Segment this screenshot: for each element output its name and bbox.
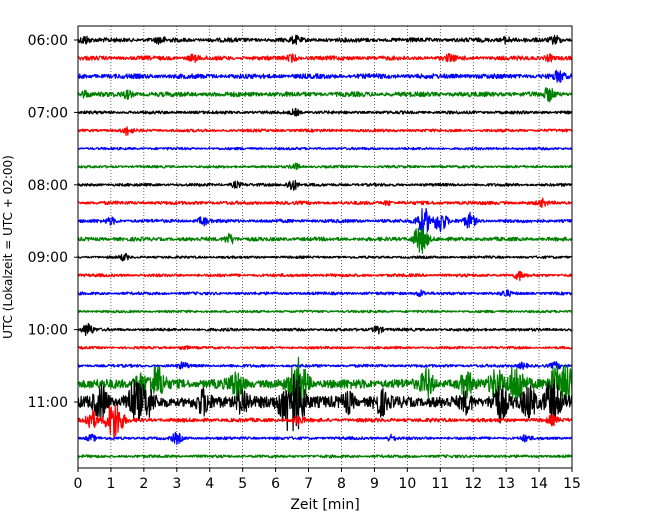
trace-1130: [77, 431, 573, 445]
x-tick-label: 9: [370, 476, 379, 492]
y-tick-label: 11:00: [28, 395, 68, 411]
y-tick-label: 08:00: [28, 178, 68, 194]
trace-0900: [77, 253, 573, 262]
y-tick-label: 09:00: [28, 250, 68, 266]
trace-0815: [77, 197, 573, 208]
trace-0700: [77, 107, 573, 117]
trace-1100: [77, 373, 573, 432]
x-tick-label: 8: [337, 476, 346, 492]
plot-frame: [77, 25, 573, 469]
x-tick-label: 7: [304, 476, 313, 492]
x-tick-label: 1: [106, 476, 115, 492]
x-tick-label: 11: [431, 476, 449, 492]
x-tick-label: 6: [271, 476, 280, 492]
x-tick-label: 5: [238, 476, 247, 492]
y-tick-label: 10:00: [28, 323, 68, 339]
x-axis-label: Zeit [min]: [290, 497, 359, 513]
trace-0800: [77, 179, 573, 191]
x-tick-label: 3: [172, 476, 181, 492]
trace-1015: [77, 345, 573, 351]
y-tick-label: 07:00: [28, 105, 68, 121]
trace-0930: [77, 289, 573, 298]
trace-1145: [77, 454, 573, 459]
trace-1115: [77, 404, 573, 441]
trace-1030: [77, 360, 573, 370]
trace-0730: [77, 146, 573, 151]
trace-0915: [77, 270, 573, 282]
trace-0830: [77, 207, 573, 236]
trace-lines: [77, 34, 573, 459]
trace-1045: [77, 356, 573, 410]
trace-0945: [77, 309, 573, 314]
y-axis-ticks: 06:00 07:00 08:00 09:00 10:00 11:00: [28, 33, 78, 411]
trace-0630: [77, 69, 573, 83]
x-tick-label: 2: [139, 476, 148, 492]
x-axis-ticks: 0 1 2 3 4 5 6 7 8 9 10 11 12 13 14 15: [74, 468, 581, 492]
trace-0600: [77, 34, 573, 46]
x-tick-label: 14: [530, 476, 548, 492]
x-tick-label: 10: [398, 476, 416, 492]
trace-0845: [77, 227, 573, 254]
trace-0615: [77, 53, 573, 64]
x-tick-label: 13: [497, 476, 515, 492]
x-tick-label: 4: [205, 476, 214, 492]
trace-1000: [77, 322, 573, 337]
y-axis-label: UTC (Lokalzeit = UTC + 02:00): [1, 155, 15, 339]
y-tick-label: 06:00: [28, 33, 68, 49]
trace-0715: [77, 126, 573, 137]
x-tick-label: 0: [74, 476, 83, 492]
trace-0745: [77, 162, 573, 171]
trace-0645: [77, 87, 573, 103]
x-tick-label: 15: [563, 476, 581, 492]
x-tick-label: 12: [464, 476, 482, 492]
